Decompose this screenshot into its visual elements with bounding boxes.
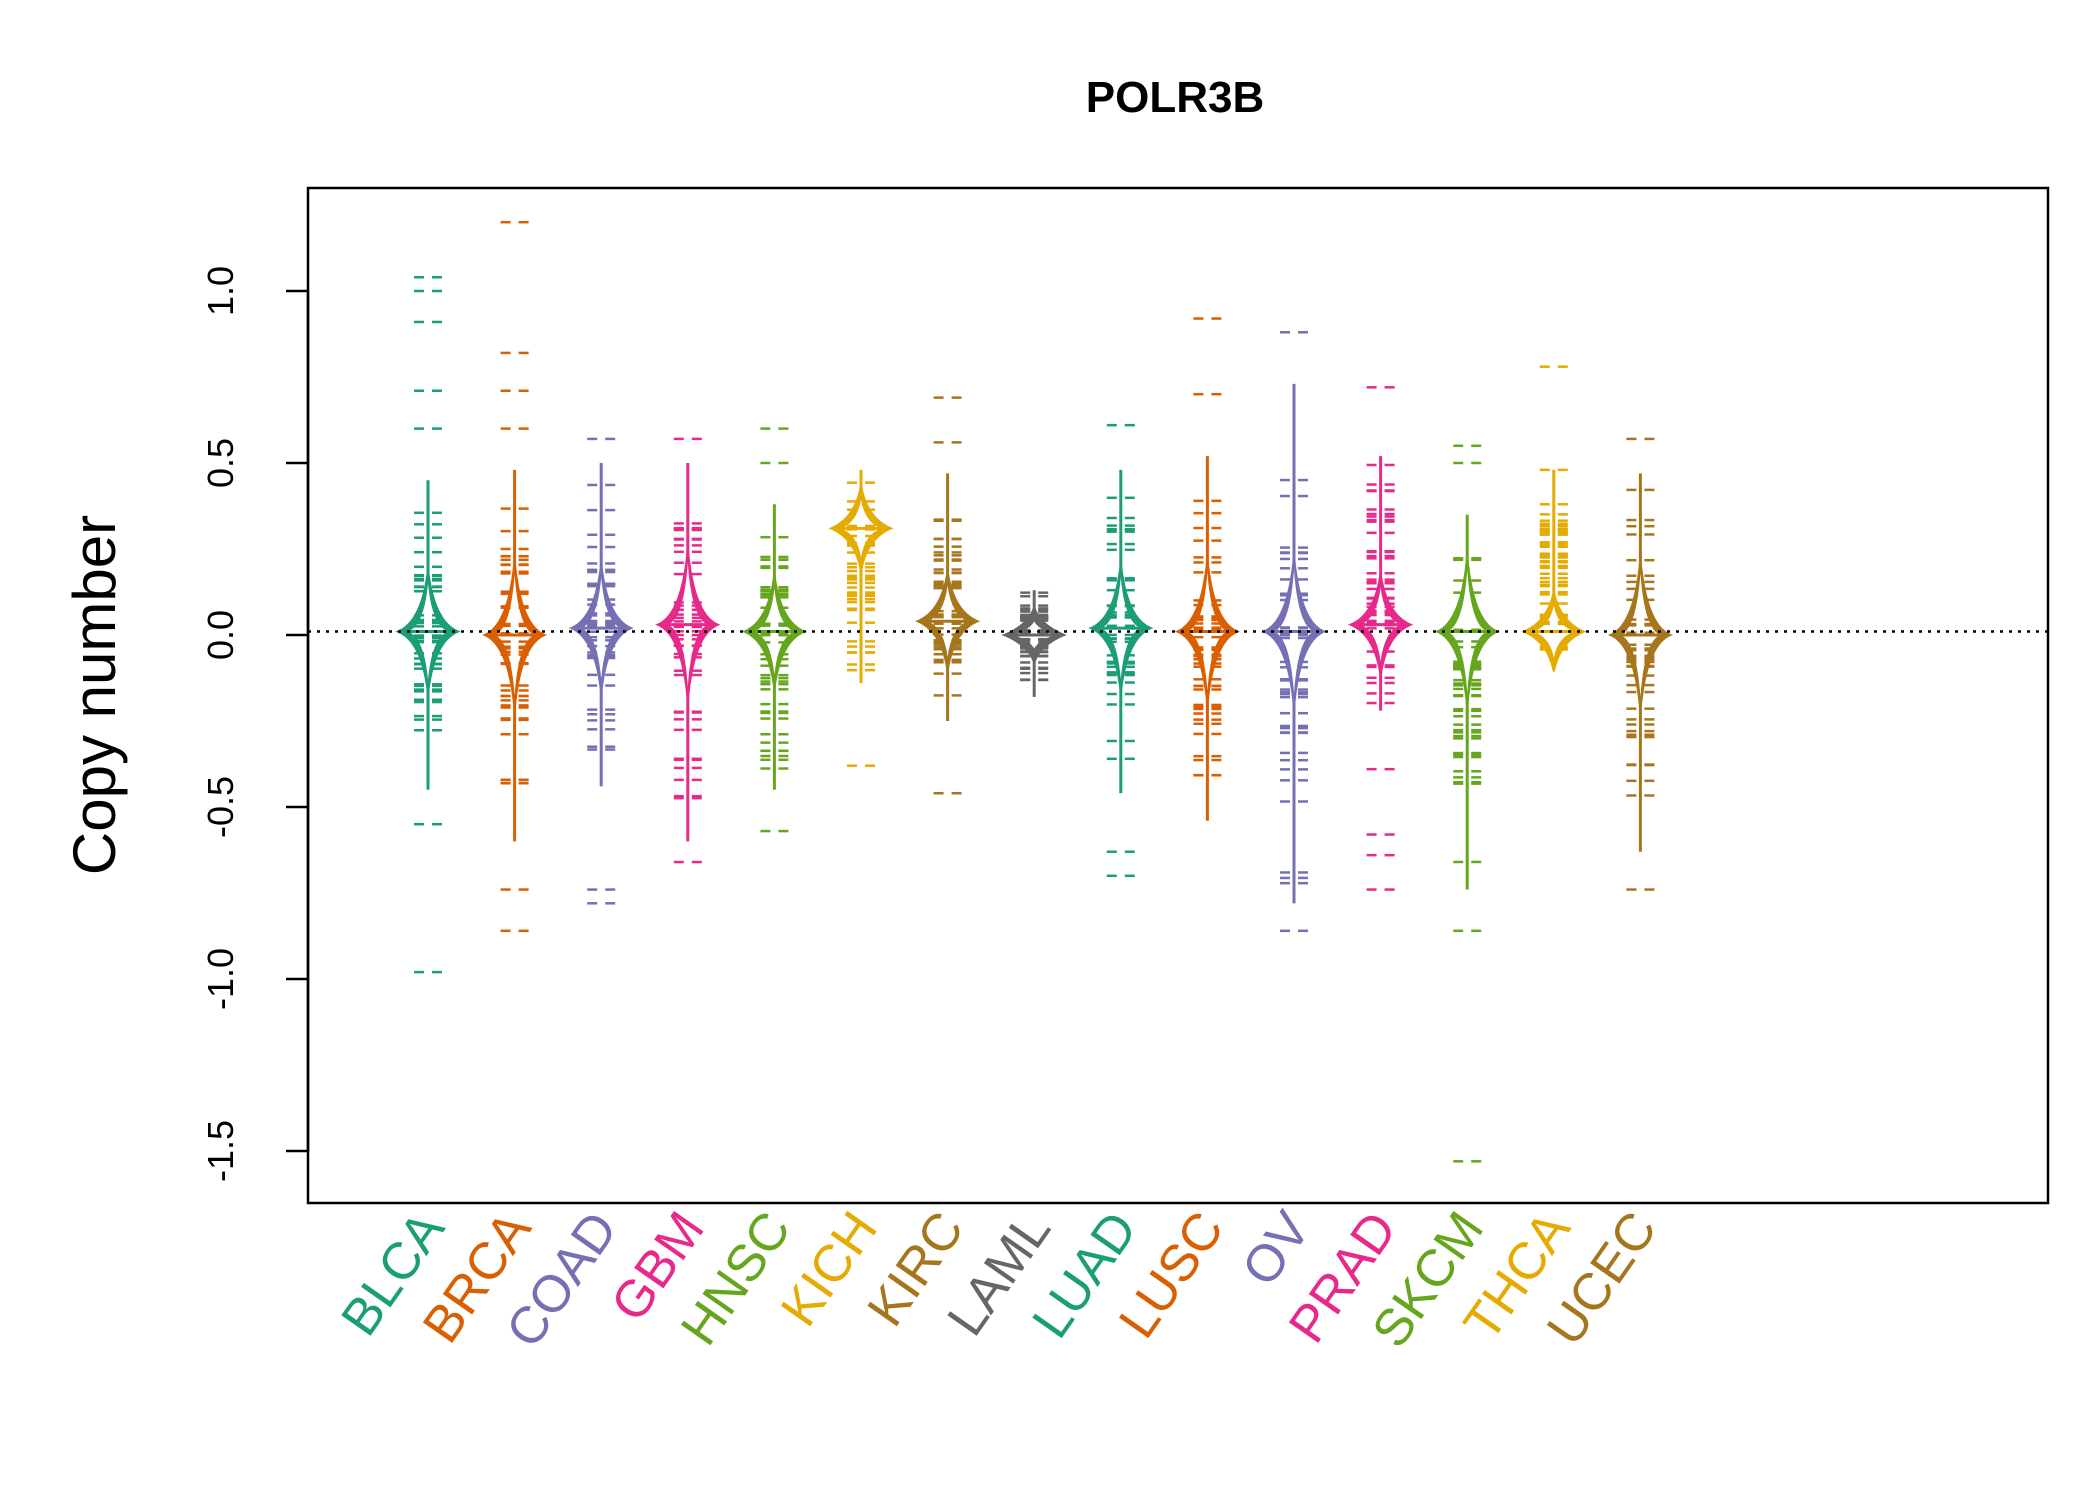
chart-title: POLR3B bbox=[1086, 73, 1264, 122]
bean-coad bbox=[568, 437, 634, 905]
bean-ov bbox=[1261, 331, 1327, 933]
bean-gbm bbox=[655, 437, 721, 864]
bean-thca bbox=[1521, 365, 1587, 672]
y-axis: 1.0 0.5 0.0 -0.5 -1.0 -1.5 bbox=[200, 266, 310, 1182]
bean-prad bbox=[1348, 386, 1414, 891]
bean-hnsc bbox=[741, 427, 807, 833]
bean-ucec bbox=[1607, 437, 1673, 891]
y-tick-label: -0.5 bbox=[200, 776, 241, 838]
bean-kich bbox=[828, 469, 894, 767]
y-tick-label: -1.0 bbox=[200, 948, 241, 1010]
bean-kirc bbox=[915, 396, 981, 795]
bean-lusc bbox=[1174, 317, 1240, 821]
y-tick-label: -1.5 bbox=[200, 1120, 241, 1182]
y-tick-label: 1.0 bbox=[200, 266, 241, 316]
bean-skcm bbox=[1434, 444, 1500, 1163]
bean-brca bbox=[482, 220, 548, 933]
y-tick-label: 0.5 bbox=[200, 438, 241, 488]
y-tick-label: 0.0 bbox=[200, 610, 241, 660]
y-axis-label: Copy number bbox=[61, 515, 128, 875]
bean-laml bbox=[1001, 590, 1067, 697]
